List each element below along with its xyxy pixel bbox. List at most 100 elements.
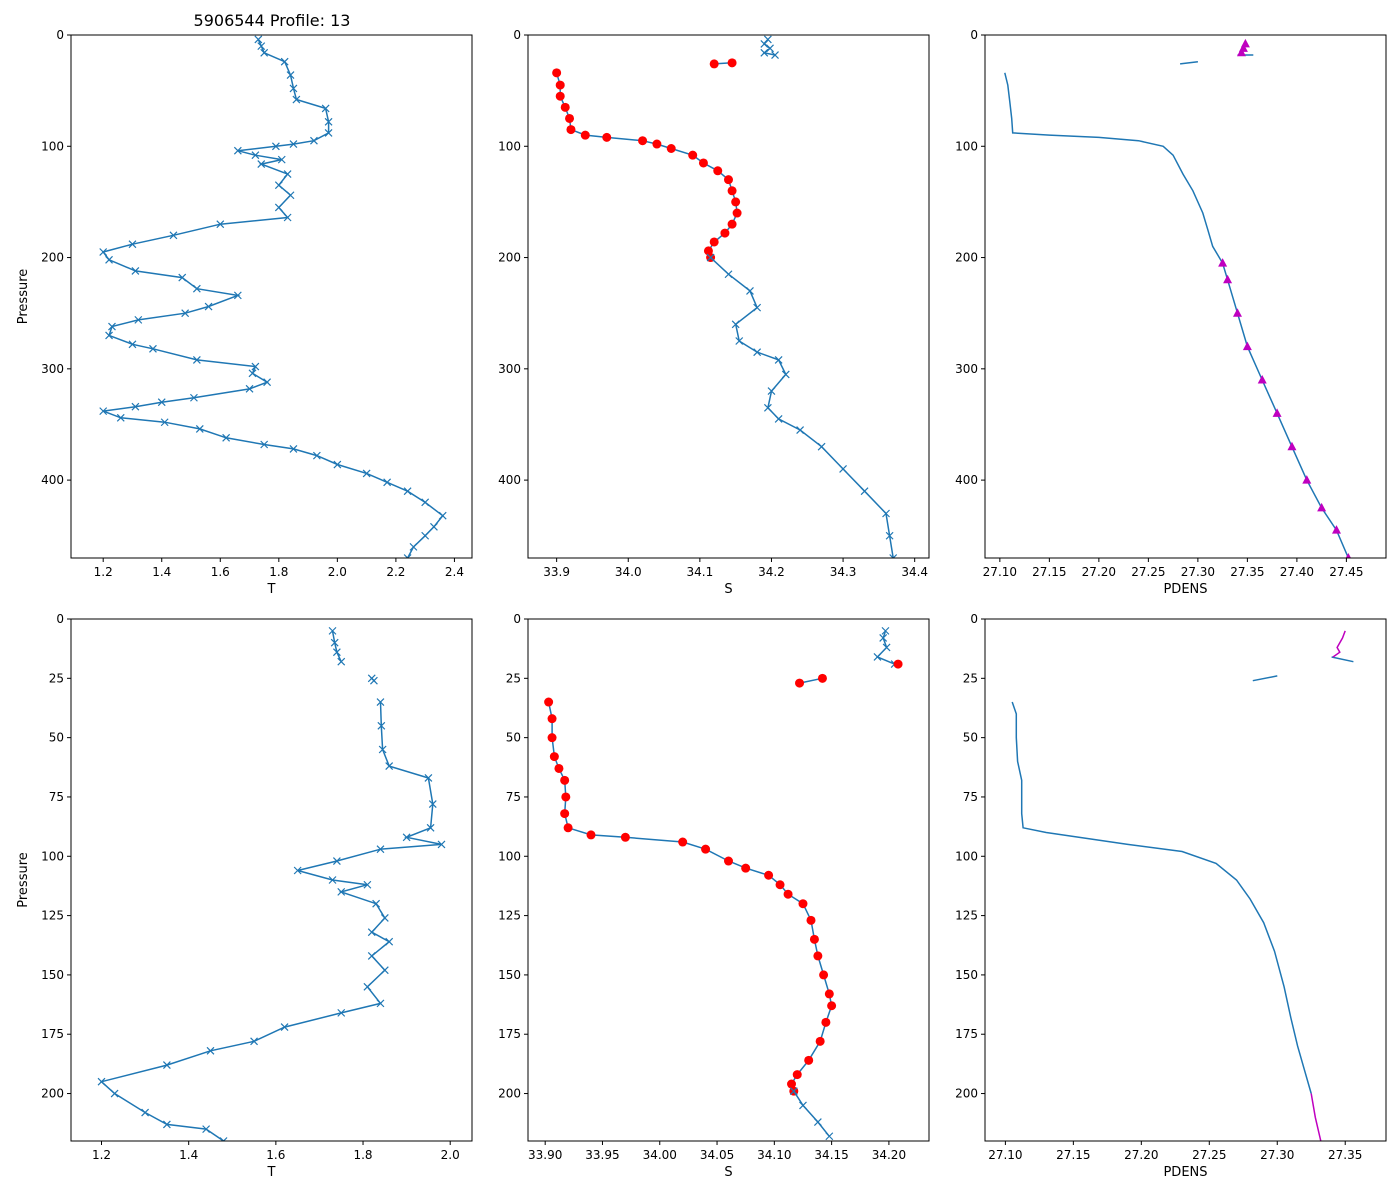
x-marker <box>337 657 346 666</box>
dot-marker <box>795 678 805 688</box>
y-tick-label: 0 <box>56 612 64 626</box>
axes-frame <box>527 618 930 1142</box>
dot-marker <box>561 792 571 802</box>
y-tick-label: 100 <box>41 139 64 153</box>
x-marker <box>97 1077 106 1086</box>
y-tick-label: 400 <box>955 473 978 487</box>
x-axis-label: S <box>724 1165 732 1180</box>
x-marker <box>731 320 740 329</box>
y-tick-label: 0 <box>513 28 521 42</box>
x-marker <box>324 117 333 126</box>
x-marker <box>251 362 260 371</box>
x-tick-label: 27.40 <box>1280 565 1314 579</box>
series-2 <box>795 673 827 688</box>
x-marker <box>105 331 113 340</box>
y-tick-label: 150 <box>498 968 521 982</box>
y-tick-label: 100 <box>41 849 64 863</box>
series-0 <box>1252 675 1278 682</box>
subplot-top-salinity: 33.9 34.0 34.1 34.2 34.3 34.4 0 100 200 300 400 S <box>498 28 930 597</box>
y-tick-label: 400 <box>498 473 521 487</box>
x-marker <box>421 498 430 507</box>
series-2 <box>1236 38 1250 57</box>
x-marker <box>99 248 108 256</box>
x-marker <box>289 84 298 93</box>
x-marker <box>363 982 372 991</box>
axes-frame <box>70 618 473 1142</box>
dot-marker <box>547 733 557 743</box>
axes-frame <box>984 618 1387 1142</box>
y-tick-label: 50 <box>49 731 64 745</box>
x-marker <box>333 460 342 469</box>
x-tick-label: 1.6 <box>266 1148 285 1162</box>
dot-marker <box>741 863 751 873</box>
x-tick-label: 34.10 <box>757 1148 791 1162</box>
x-marker <box>753 348 762 357</box>
series-3 <box>706 253 898 558</box>
x-marker <box>839 465 847 473</box>
x-marker <box>367 928 376 937</box>
dot-marker <box>724 856 733 866</box>
triangle-marker <box>1240 38 1250 48</box>
dot-marker <box>798 899 808 909</box>
x-marker <box>233 146 242 155</box>
series-1 <box>709 58 737 69</box>
figure-title: 5906544 Profile: 13 <box>194 11 351 30</box>
x-tick-label: 27.35 <box>1230 565 1264 579</box>
series-0 <box>328 626 346 666</box>
x-marker <box>99 407 108 416</box>
dot-marker <box>821 1017 831 1027</box>
x-marker <box>385 937 394 946</box>
x-marker <box>328 626 337 635</box>
plot-area <box>544 626 903 1141</box>
x-marker <box>771 51 779 59</box>
x-marker <box>216 220 225 229</box>
x-marker <box>426 823 435 832</box>
y-tick-label: 50 <box>963 731 978 745</box>
dot-marker <box>893 659 903 669</box>
dot-marker <box>824 989 834 999</box>
series-3 <box>1011 701 1312 1094</box>
x-marker <box>162 1120 171 1129</box>
series-line <box>101 39 444 558</box>
x-marker <box>105 255 113 264</box>
x-marker <box>879 634 888 642</box>
y-tick-label: 75 <box>963 790 978 804</box>
x-marker <box>192 356 201 364</box>
x-marker <box>292 95 301 104</box>
triangle-marker <box>1218 258 1228 267</box>
x-marker <box>202 1125 211 1134</box>
y-tick-label: 125 <box>498 909 521 923</box>
y-tick-label: 50 <box>506 731 521 745</box>
x-marker <box>293 866 302 875</box>
triangle-marker <box>1242 341 1252 351</box>
y-axis-label: Pressure <box>16 269 31 325</box>
x-marker <box>260 440 269 449</box>
x-marker <box>141 1108 150 1117</box>
x-marker <box>403 487 412 496</box>
x-marker <box>324 128 333 137</box>
x-marker <box>332 648 341 657</box>
series-2 <box>1332 630 1346 658</box>
triangle-marker <box>1232 308 1242 317</box>
x-marker <box>363 880 372 889</box>
y-tick-label: 125 <box>41 909 64 923</box>
x-tick-label: 27.35 <box>1328 1148 1362 1162</box>
x-tick-label: 34.0 <box>615 565 642 579</box>
x-tick-label: 1.8 <box>269 565 288 579</box>
x-marker <box>383 478 392 487</box>
y-tick-label: 400 <box>41 473 64 487</box>
x-marker <box>190 393 198 402</box>
dot-marker <box>804 1055 814 1065</box>
x-marker <box>257 160 266 169</box>
dot-marker <box>783 889 793 899</box>
y-tick-label: 0 <box>970 28 978 42</box>
series-0 <box>760 35 779 59</box>
triangle-marker <box>1223 274 1233 284</box>
y-tick-label: 200 <box>955 251 978 265</box>
x-marker <box>860 487 869 496</box>
x-marker <box>289 140 298 148</box>
x-tick-label: 27.15 <box>1056 1148 1090 1162</box>
subplot-bottom-temperature: 1.2 1.4 1.6 1.8 2.0 0 25 50 75 100 125 150 175 200 T Pr… <box>16 612 473 1180</box>
x-marker <box>251 151 260 160</box>
